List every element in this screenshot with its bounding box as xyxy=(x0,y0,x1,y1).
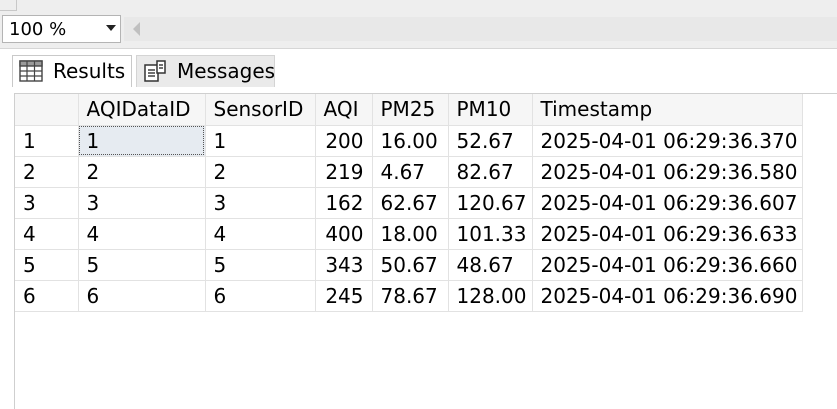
table-cell[interactable]: 5 xyxy=(205,249,316,281)
table-cell[interactable]: 48.67 xyxy=(448,249,533,281)
table-cell[interactable]: 50.67 xyxy=(372,249,449,281)
table-cell[interactable]: 2025-04-01 06:29:36.607 xyxy=(532,187,803,219)
table-cell[interactable]: 5 xyxy=(78,249,206,281)
table-row[interactable]: 4 4 4 400 18.00 101.33 2025-04-01 06:29:… xyxy=(15,218,803,250)
tab-messages-label: Messages xyxy=(177,59,276,83)
column-header[interactable]: Timestamp xyxy=(532,94,803,126)
results-grid: AQIDataID SensorID AQI PM25 PM10 Timesta… xyxy=(14,93,837,409)
row-number[interactable]: 5 xyxy=(15,249,79,281)
table-cell[interactable]: 16.00 xyxy=(372,125,449,157)
column-header[interactable]: SensorID xyxy=(205,94,316,126)
row-number[interactable]: 2 xyxy=(15,156,79,188)
column-header[interactable]: AQIDataID xyxy=(78,94,206,126)
results-tabs: Results Messages xyxy=(0,49,837,89)
table-cell[interactable]: 120.67 xyxy=(448,187,533,219)
column-header[interactable]: PM10 xyxy=(448,94,533,126)
table-cell[interactable]: 18.00 xyxy=(372,218,449,250)
table-row[interactable]: 1 1 1 200 16.00 52.67 2025-04-01 06:29:3… xyxy=(15,125,803,157)
table-cell[interactable]: 2025-04-01 06:29:36.690 xyxy=(532,280,803,312)
results-toolbar: 100 % xyxy=(0,0,837,49)
table-cell[interactable]: 4 xyxy=(205,218,316,250)
column-header[interactable]: AQI xyxy=(315,94,373,126)
column-header[interactable]: PM25 xyxy=(372,94,449,126)
pane-corner xyxy=(0,0,17,11)
table-cell[interactable]: 200 xyxy=(315,125,373,157)
table-cell[interactable]: 52.67 xyxy=(448,125,533,157)
table-row[interactable]: 3 3 3 162 62.67 120.67 2025-04-01 06:29:… xyxy=(15,187,803,219)
scroll-left-icon[interactable] xyxy=(133,22,140,36)
table-row[interactable]: 2 2 2 219 4.67 82.67 2025-04-01 06:29:36… xyxy=(15,156,803,188)
row-number-header[interactable] xyxy=(15,94,79,126)
tab-results-label: Results xyxy=(53,59,126,83)
header-row: AQIDataID SensorID AQI PM25 PM10 Timesta… xyxy=(15,94,803,126)
zoom-dropdown[interactable]: 100 % xyxy=(2,15,121,43)
grid-margin xyxy=(0,89,14,408)
table-cell[interactable]: 3 xyxy=(205,187,316,219)
table-cell[interactable]: 2025-04-01 06:29:36.370 xyxy=(532,125,803,157)
zoom-value: 100 % xyxy=(9,19,67,40)
table-cell[interactable]: 6 xyxy=(78,280,206,312)
table-cell[interactable]: 343 xyxy=(315,249,373,281)
table-cell[interactable]: 245 xyxy=(315,280,373,312)
table-cell[interactable]: 4.67 xyxy=(372,156,449,188)
table-cell[interactable]: 1 xyxy=(78,125,206,157)
table-cell[interactable]: 2025-04-01 06:29:36.633 xyxy=(532,218,803,250)
table-cell[interactable]: 128.00 xyxy=(448,280,533,312)
table-cell[interactable]: 101.33 xyxy=(448,218,533,250)
table-cell[interactable]: 162 xyxy=(315,187,373,219)
table-cell[interactable]: 2025-04-01 06:29:36.580 xyxy=(532,156,803,188)
horizontal-scrollbar[interactable] xyxy=(124,17,837,41)
row-number[interactable]: 1 xyxy=(15,125,79,157)
table-row[interactable]: 6 6 6 245 78.67 128.00 2025-04-01 06:29:… xyxy=(15,280,803,312)
results-table: AQIDataID SensorID AQI PM25 PM10 Timesta… xyxy=(15,94,803,312)
table-cell[interactable]: 6 xyxy=(205,280,316,312)
table-cell[interactable]: 78.67 xyxy=(372,280,449,312)
table-cell[interactable]: 62.67 xyxy=(372,187,449,219)
table-cell[interactable]: 3 xyxy=(78,187,206,219)
tab-messages[interactable]: Messages xyxy=(136,55,275,87)
tab-results[interactable]: Results xyxy=(12,55,132,87)
table-cell[interactable]: 4 xyxy=(78,218,206,250)
table-cell[interactable]: 219 xyxy=(315,156,373,188)
table-cell[interactable]: 1 xyxy=(205,125,316,157)
table-cell[interactable]: 2 xyxy=(205,156,316,188)
table-cell[interactable]: 2025-04-01 06:29:36.660 xyxy=(532,249,803,281)
row-number[interactable]: 4 xyxy=(15,218,79,250)
table-cell[interactable]: 2 xyxy=(78,156,206,188)
table-cell[interactable]: 400 xyxy=(315,218,373,250)
messages-icon xyxy=(144,60,166,82)
row-number[interactable]: 6 xyxy=(15,280,79,312)
table-row[interactable]: 5 5 5 343 50.67 48.67 2025-04-01 06:29:3… xyxy=(15,249,803,281)
grid-icon xyxy=(19,60,43,82)
row-number[interactable]: 3 xyxy=(15,187,79,219)
chevron-down-icon[interactable] xyxy=(106,25,116,31)
table-cell[interactable]: 82.67 xyxy=(448,156,533,188)
